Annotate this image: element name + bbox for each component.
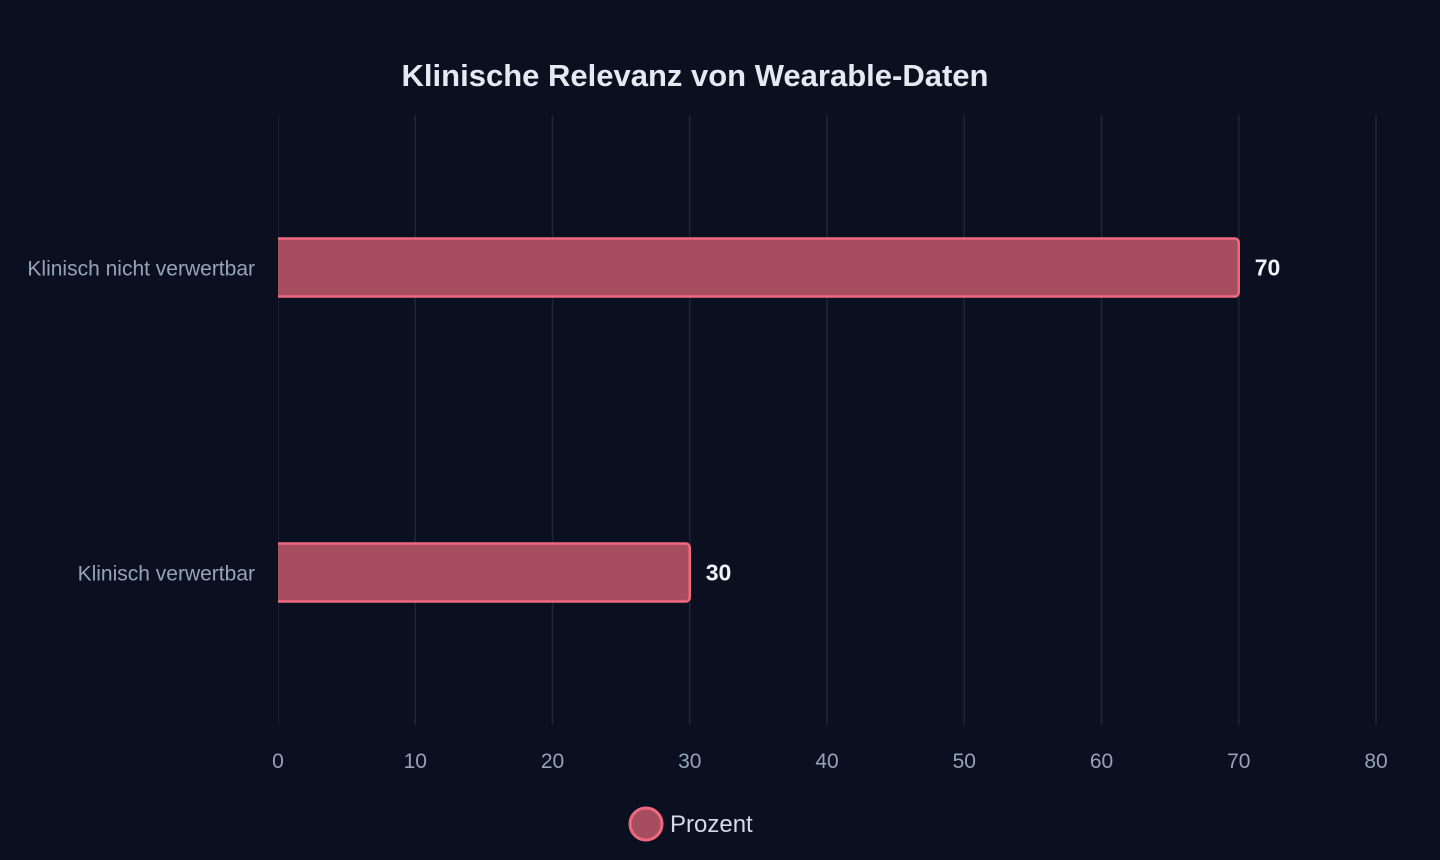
x-tick-label: 30: [678, 750, 701, 773]
x-tick-label: 0: [272, 750, 284, 773]
category-labels: Klinisch nicht verwertbar Klinisch verwer…: [27, 258, 255, 586]
category-label: Klinisch verwertbar: [78, 563, 255, 586]
x-tick-label: 10: [404, 750, 427, 773]
x-tick-label: 80: [1364, 750, 1387, 773]
value-labels: 70 30: [706, 255, 1281, 586]
grid-lines: [277, 115, 1377, 725]
x-tick-label: 70: [1227, 750, 1250, 773]
axis-mask: [268, 115, 278, 725]
value-label: 70: [1255, 255, 1281, 281]
chart-title: Klinische Relevanz von Wearable-Daten: [402, 58, 989, 93]
bar-1[interactable]: [270, 542, 691, 603]
legend[interactable]: Prozent: [628, 806, 753, 842]
category-label: Klinisch nicht verwertbar: [27, 258, 255, 281]
bars: [268, 115, 1240, 725]
x-axis-ticks: 0 10 20 30 40 50 60 70 80: [272, 750, 1388, 773]
x-tick-label: 20: [541, 750, 564, 773]
legend-swatch[interactable]: [628, 806, 664, 842]
x-tick-label: 60: [1090, 750, 1113, 773]
x-tick-label: 50: [953, 750, 976, 773]
x-tick-label: 40: [815, 750, 838, 773]
legend-label[interactable]: Prozent: [670, 811, 753, 838]
value-label: 30: [706, 560, 732, 586]
bar-0[interactable]: [270, 237, 1240, 298]
